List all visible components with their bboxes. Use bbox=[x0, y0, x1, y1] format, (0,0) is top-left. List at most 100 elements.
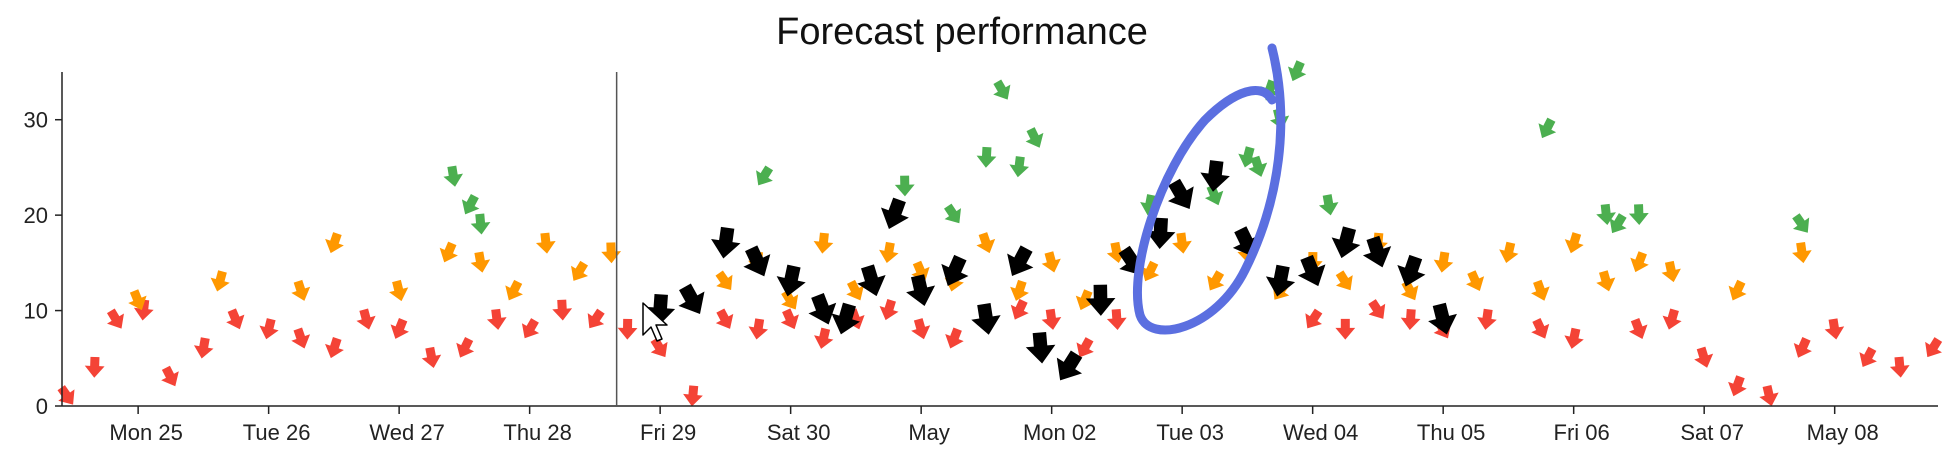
point-red bbox=[1106, 309, 1127, 330]
point-green bbox=[1025, 127, 1044, 148]
point-orange bbox=[1172, 232, 1192, 254]
point-black bbox=[1397, 254, 1426, 287]
point-red bbox=[356, 308, 376, 330]
point-orange bbox=[1728, 279, 1747, 301]
point-red bbox=[456, 337, 475, 358]
point-green bbox=[976, 146, 997, 168]
point-red bbox=[133, 299, 154, 321]
point-black bbox=[941, 254, 969, 286]
point-green bbox=[461, 193, 480, 215]
point-black bbox=[711, 226, 741, 259]
y-tick-label: 0 bbox=[36, 394, 48, 419]
point-red bbox=[1010, 298, 1029, 320]
axes-layer: 0 10 20 30 Mon 25 Tue 26 Wed 27 Thu 28 Fri 29 Sat… bbox=[24, 72, 1938, 445]
point-black bbox=[971, 303, 1001, 335]
marks-layer bbox=[57, 60, 1943, 407]
point-orange bbox=[1010, 279, 1029, 301]
point-green bbox=[1009, 156, 1030, 178]
point-red bbox=[1925, 337, 1943, 358]
point-red bbox=[226, 308, 245, 330]
point-orange bbox=[470, 251, 491, 273]
point-orange bbox=[505, 279, 523, 301]
point-black bbox=[1167, 178, 1194, 209]
point-green bbox=[1318, 194, 1339, 216]
point-green bbox=[756, 165, 774, 186]
point-black bbox=[831, 302, 861, 335]
point-black bbox=[743, 245, 771, 277]
point-red bbox=[879, 298, 899, 321]
point-orange bbox=[1141, 260, 1160, 282]
annotation-layer bbox=[642, 43, 1286, 342]
point-red bbox=[521, 318, 540, 339]
point-orange bbox=[601, 242, 622, 264]
point-green bbox=[1792, 213, 1810, 233]
point-black bbox=[880, 197, 909, 230]
y-tick-label: 20 bbox=[24, 203, 48, 228]
point-orange bbox=[781, 289, 799, 310]
point-orange bbox=[1335, 270, 1353, 291]
point-orange bbox=[846, 279, 864, 301]
point-black bbox=[1265, 264, 1296, 297]
point-green bbox=[443, 165, 463, 187]
point-black bbox=[906, 274, 936, 306]
point-red bbox=[1728, 375, 1747, 397]
point-black bbox=[1145, 217, 1176, 250]
point-red bbox=[1368, 299, 1386, 319]
point-green bbox=[470, 213, 491, 235]
point-black bbox=[808, 293, 837, 325]
point-red bbox=[486, 308, 507, 330]
point-orange bbox=[1564, 232, 1584, 254]
point-black bbox=[1200, 160, 1230, 192]
point-black bbox=[645, 293, 676, 326]
y-tick-label: 10 bbox=[24, 299, 48, 324]
point-orange bbox=[1596, 270, 1616, 292]
point-orange bbox=[1792, 241, 1812, 264]
point-red bbox=[1824, 318, 1845, 340]
x-tick-label: Sat 07 bbox=[1680, 420, 1744, 445]
point-green bbox=[1238, 146, 1258, 168]
point-green bbox=[1538, 117, 1557, 139]
point-orange bbox=[535, 232, 556, 254]
point-red bbox=[1400, 309, 1421, 330]
point-orange bbox=[389, 279, 409, 302]
point-orange bbox=[1499, 241, 1519, 263]
point-red bbox=[552, 299, 573, 321]
point-green bbox=[894, 175, 915, 197]
point-red bbox=[259, 318, 279, 340]
point-red bbox=[945, 327, 964, 349]
point-red bbox=[1759, 384, 1779, 407]
point-orange bbox=[1207, 270, 1225, 291]
point-red bbox=[814, 327, 834, 349]
point-red bbox=[911, 318, 931, 340]
point-black bbox=[1428, 302, 1457, 335]
point-black bbox=[1056, 350, 1083, 381]
point-black bbox=[776, 264, 806, 297]
x-tick-label: Tue 03 bbox=[1156, 420, 1224, 445]
x-tick-label: May 08 bbox=[1807, 420, 1879, 445]
point-red bbox=[683, 385, 703, 407]
point-orange bbox=[128, 289, 147, 311]
point-orange bbox=[1075, 289, 1095, 311]
point-red bbox=[715, 308, 734, 329]
point-green bbox=[1628, 204, 1649, 225]
point-red bbox=[390, 318, 409, 339]
point-orange bbox=[439, 241, 458, 263]
point-red bbox=[1531, 318, 1550, 339]
x-tick-label: Wed 04 bbox=[1283, 420, 1358, 445]
series-red bbox=[57, 298, 1943, 407]
point-orange bbox=[1106, 241, 1127, 264]
point-green bbox=[1596, 203, 1616, 225]
point-red bbox=[1076, 337, 1094, 358]
x-tick-label: Fri 29 bbox=[640, 420, 696, 445]
x-tick-label: May bbox=[908, 420, 950, 445]
point-green bbox=[993, 79, 1011, 100]
point-red bbox=[1564, 327, 1584, 349]
point-red bbox=[1629, 318, 1648, 339]
point-red bbox=[1793, 337, 1812, 358]
point-black bbox=[1025, 331, 1056, 364]
freehand-loop-annotation bbox=[1132, 43, 1286, 335]
point-orange bbox=[1466, 270, 1485, 291]
point-red bbox=[106, 308, 124, 329]
